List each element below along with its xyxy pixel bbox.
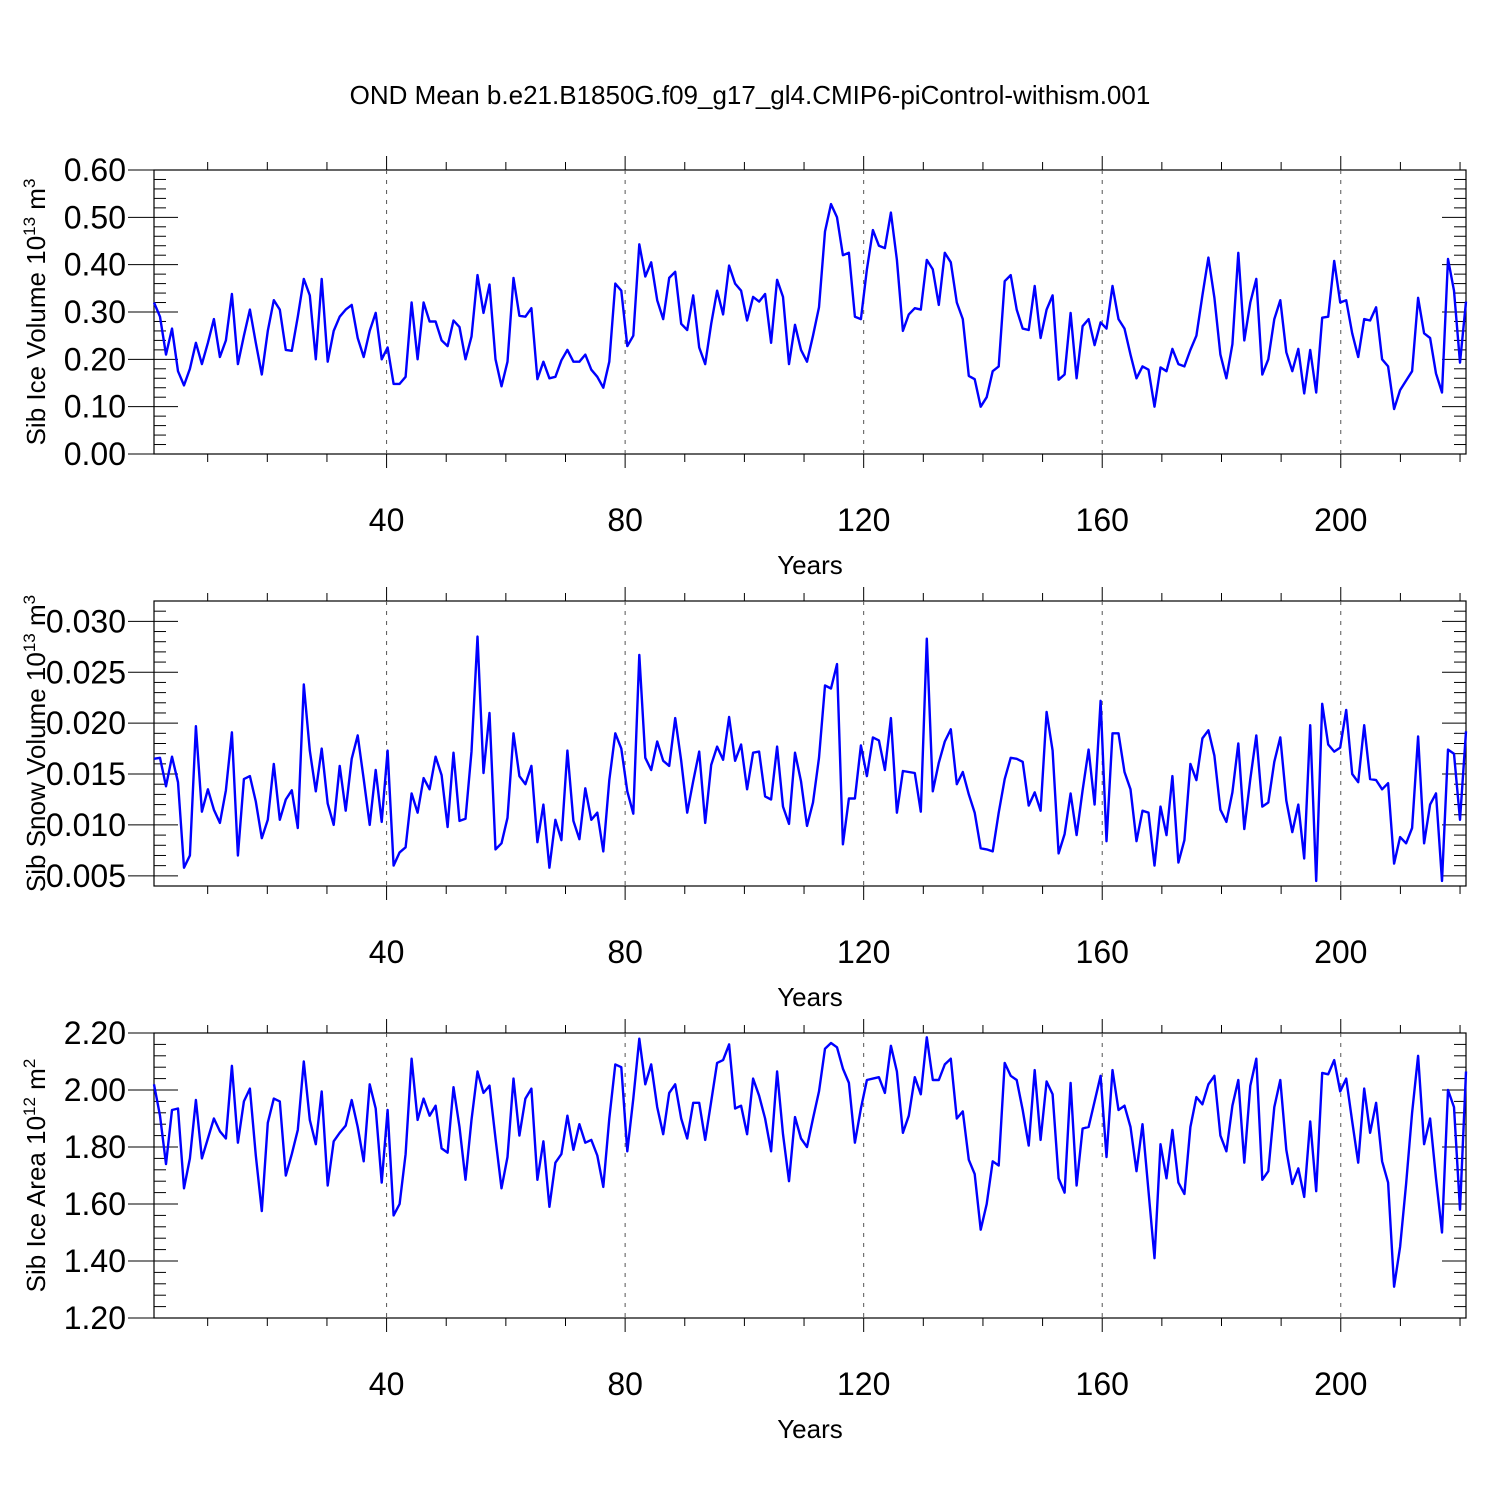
y-tick-label: 2.20: [64, 1015, 126, 1051]
panel-1: 0.00 0.10 0.20 0.30 0.40 0.50 0.60 40 80 120 160 20…: [20, 152, 1468, 580]
y-tick-label: 1.20: [64, 1300, 126, 1336]
y-tick-label: 1.40: [64, 1243, 126, 1279]
x-tick-label: 40: [369, 1366, 405, 1402]
x-tick-label: 160: [1076, 1366, 1129, 1402]
x-axis-title: Years: [777, 550, 843, 580]
x-tick-label: 160: [1076, 502, 1129, 538]
y-tick-label: 0.10: [64, 389, 126, 425]
y-axis-title: Sib Snow Volume 1013 m3: [20, 595, 51, 892]
x-tick-label: 200: [1314, 934, 1367, 970]
plot-frame: [153, 169, 1467, 455]
series-line: [152, 1036, 1468, 1288]
x-axis-title: Years: [777, 1414, 843, 1444]
x-tick-label: 80: [607, 1366, 643, 1402]
x-axis-title: Years: [777, 982, 843, 1012]
x-tick-label: 80: [607, 502, 643, 538]
plot-frame: [153, 1032, 1467, 1319]
y-tick-label: 1.60: [64, 1186, 126, 1222]
y-tick-label: 0.025: [46, 654, 126, 690]
y-tick-label: 0.50: [64, 199, 126, 235]
x-tick-label: 120: [837, 502, 890, 538]
y-tick-label: 0.30: [64, 294, 126, 330]
x-tick-label: 200: [1314, 1366, 1367, 1402]
y-tick-label: 0.030: [46, 603, 126, 639]
x-tick-label: 120: [837, 934, 890, 970]
y-axis-title: Sib Ice Volume 1013 m3: [20, 179, 51, 446]
y-tick-label: 0.40: [64, 247, 126, 283]
series-line: [153, 635, 1468, 883]
y-tick-label: 0.20: [64, 341, 126, 377]
panel-3: 1.20 1.40 1.60 1.80 2.00 2.20 40 80 120 160 200 Yea…: [20, 1015, 1468, 1444]
series-line: [152, 202, 1468, 411]
x-tick-label: 40: [369, 934, 405, 970]
y-tick-label: 0.00: [64, 436, 126, 472]
y-tick-label: 0.60: [64, 152, 126, 188]
x-tick-label: 120: [837, 1366, 890, 1402]
x-tick-label: 80: [607, 934, 643, 970]
y-tick-label: 0.020: [46, 705, 126, 741]
chart-title: OND Mean b.e21.B1850G.f09_g17_gl4.CMIP6-…: [349, 80, 1151, 110]
y-tick-label: 1.80: [64, 1129, 126, 1165]
y-axis-title: Sib Ice Area 1012 m2: [20, 1059, 51, 1293]
y-tick-label: 0.015: [46, 756, 126, 792]
y-tick-label: 0.005: [46, 858, 126, 894]
x-tick-label: 200: [1314, 502, 1367, 538]
y-tick-label: 2.00: [64, 1072, 126, 1108]
panel-2: 0.005 0.010 0.015 0.020 0.025 0.030 40 80 120 160…: [20, 587, 1468, 1012]
x-tick-label: 40: [369, 502, 405, 538]
y-tick-label: 0.010: [46, 807, 126, 843]
plot-frame: [153, 600, 1467, 887]
x-tick-label: 160: [1076, 934, 1129, 970]
